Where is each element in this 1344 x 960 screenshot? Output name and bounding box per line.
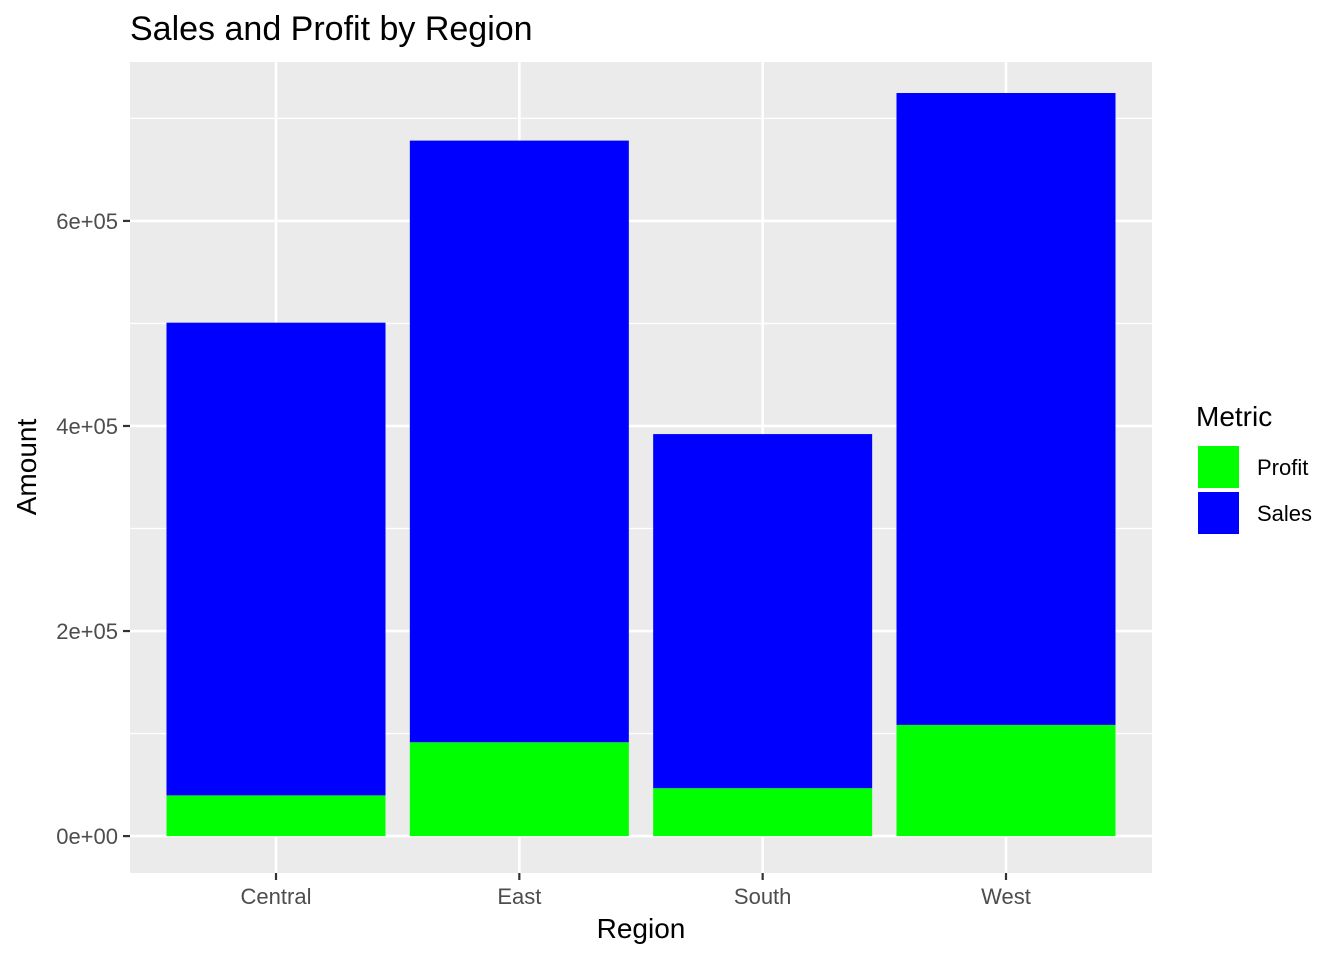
x-tick-label: South xyxy=(734,884,792,909)
x-tick-label: East xyxy=(497,884,541,909)
chart-title: Sales and Profit by Region xyxy=(130,10,533,48)
legend: Metric Profit Sales xyxy=(1196,401,1312,536)
bar-sales-central xyxy=(166,322,386,796)
x-tick-label: Central xyxy=(241,884,312,909)
bar-profit-south xyxy=(653,788,873,837)
y-axis-title: Amount xyxy=(11,419,42,516)
y-axis: 0e+00 2e+05 4e+05 6e+05 xyxy=(56,209,130,849)
x-tick-label: West xyxy=(981,884,1031,909)
bar-sales-west xyxy=(896,93,1116,725)
bar-sales-south xyxy=(653,434,873,789)
bar-marks xyxy=(166,93,1116,837)
bar-profit-central xyxy=(166,795,386,837)
y-tick-label: 0e+00 xyxy=(56,824,118,849)
legend-key-profit xyxy=(1196,444,1241,490)
legend-items: Profit Sales xyxy=(1196,444,1312,536)
bar-profit-east xyxy=(409,742,629,837)
y-tick-label: 2e+05 xyxy=(56,619,118,644)
x-axis: Central East South West xyxy=(241,873,1031,909)
y-tick-label: 6e+05 xyxy=(56,209,118,234)
legend-title: Metric xyxy=(1196,401,1272,432)
legend-label-sales: Sales xyxy=(1257,501,1312,526)
legend-label-profit: Profit xyxy=(1257,455,1308,480)
bar-profit-west xyxy=(896,724,1116,837)
legend-key-sales xyxy=(1196,490,1241,536)
x-axis-title: Region xyxy=(597,913,686,944)
bar-sales-east xyxy=(409,140,629,743)
y-tick-label: 4e+05 xyxy=(56,414,118,439)
